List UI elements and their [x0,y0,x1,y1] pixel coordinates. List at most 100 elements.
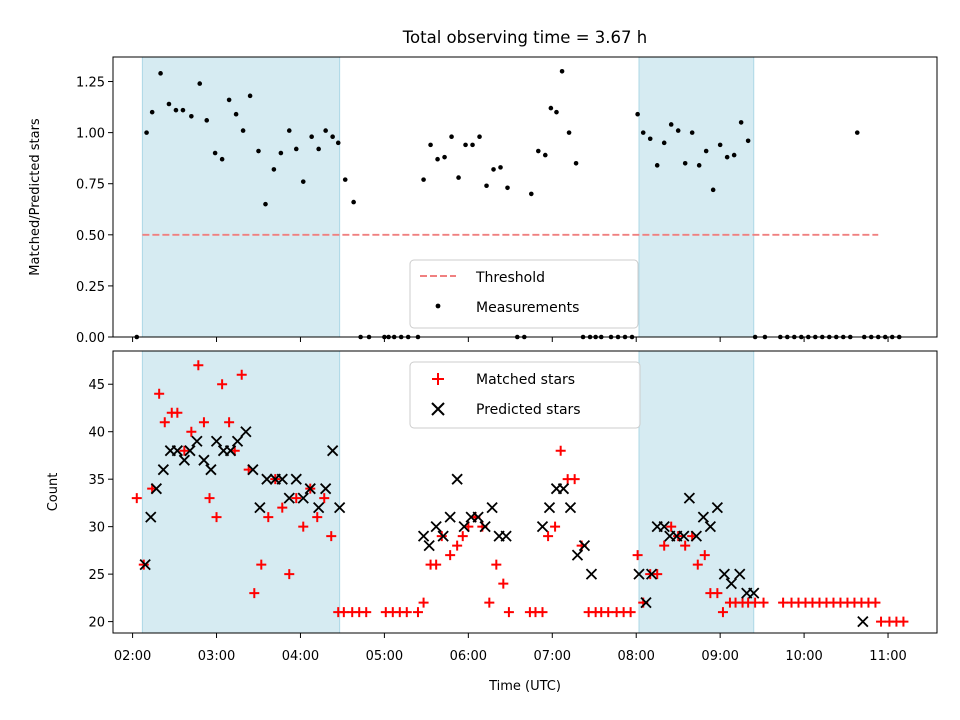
measurement-point [738,120,744,125]
top-legend-box [409,259,639,329]
measurement-point [293,146,299,152]
bottom-x-tick-label: 06:00 [450,649,487,664]
matched-star-point [484,597,495,608]
predicted-star-point [184,445,196,457]
measurement-point [226,97,232,103]
matched-star-point [224,417,235,428]
predicted-star-point [191,435,203,447]
measurement-point [635,111,640,117]
measurement-point [498,165,503,170]
predicted-star-point [157,464,169,476]
legend-predicted-swatch [431,402,445,416]
predicted-star-point [571,549,584,561]
matched-star-point [870,597,881,608]
bottom-legend: Matched stars Predicted stars [409,361,641,429]
matched-star-point [543,531,554,542]
measurement-point [640,130,646,135]
predicted-star-point [254,502,266,514]
predicted-star-point [748,587,760,599]
measurement-point [535,148,541,154]
measurement-point [710,187,716,193]
matched-star-point [204,493,215,504]
matched-star-point [131,493,142,504]
measurement-point [149,109,155,115]
measurement-point [689,130,695,135]
matched-star-point [431,559,442,570]
predicted-star-point [171,445,183,457]
top-panel: 0.00 0.25 0.50 0.75 1.00 1.25 Total observing… [28,28,938,346]
legend-threshold-label: Threshold [475,270,545,286]
predicted-star-point [423,540,435,552]
bottom-panel: 20 25 30 35 40 45 02:00 03:00 04:00 05:00 06:00 07… [46,350,938,694]
predicted-star-point [290,473,302,485]
predicted-star-point [178,454,190,466]
top-plot-frame [112,56,938,338]
measurement-point [477,134,482,140]
predicted-star-point [557,483,570,495]
predicted-star-point [210,435,223,447]
matched-star-point [673,531,684,542]
predicted-star-point [678,530,690,542]
bottom-x-tick-label: 08:00 [617,649,654,664]
matched-star-point [211,512,222,523]
matched-star-point [491,559,502,570]
measurement-point [682,160,688,166]
predicted-star-point [500,530,512,542]
matched-star-point [778,597,789,608]
predicted-star-point [690,530,703,542]
measurement-point [256,148,261,154]
predicted-star-point [297,492,309,504]
measurement-point [449,134,454,140]
measurement-point [204,118,210,123]
matched-star-point [412,607,423,618]
matched-star-point [284,569,295,580]
measurement-point [247,93,253,99]
bottom-x-tick-label: 10:00 [785,649,822,664]
predicted-star-point [725,577,737,590]
top-y-tick-label: 1.25 [76,76,105,91]
matched-star-point [659,540,670,551]
predicted-star-point [276,473,288,485]
predicted-star-point [645,568,658,580]
legend-matched-swatch [432,373,444,385]
bottom-y-tick-label: 20 [88,616,105,631]
measurement-point [548,105,554,111]
predicted-star-point [320,483,332,495]
measurement-point [197,81,203,86]
matched-star-point [692,559,703,570]
bottom-x-tick-label: 03:00 [198,649,235,664]
matched-star-point [569,474,580,485]
matched-star-point [138,559,149,570]
matched-star-point [666,521,677,532]
bottom-x-tick-label: 09:00 [701,649,738,664]
matched-star-point [312,512,323,523]
bottom-x-axis-ticks: 02:00 03:00 04:00 05:00 06:00 07:00 08:00 09:00… [114,633,907,664]
measurement-point [703,148,709,154]
predicted-star-point [585,568,598,580]
predicted-star-point [224,445,237,457]
bottom-x-tick-label: 05:00 [366,649,403,664]
predicted-star-point [697,511,710,523]
predicted-star-point [240,426,252,438]
measurement-point [647,136,653,142]
bottom-y-tick-label: 25 [88,568,105,583]
predicted-star-point [479,521,491,533]
measurement-point [158,71,163,76]
predicted-star-point [633,568,645,580]
legend-predicted-label: Predicted stars [476,402,581,418]
predicted-star-point [543,502,556,514]
predicted-star-point [486,502,498,514]
matched-star-point [291,493,302,504]
measurement-point [219,156,225,162]
bottom-y-tick-label: 45 [88,378,105,393]
predicted-star-point [536,521,549,533]
bottom-y-tick-label: 35 [88,473,105,488]
measurement-point [351,199,356,205]
matched-star-point [625,607,636,618]
matched-star-point [249,588,260,599]
predicted-star-point [564,502,577,514]
top-shaded-interval-2 [638,56,755,338]
bottom-x-tick-label: 02:00 [114,649,151,664]
measurement-point [528,191,534,197]
